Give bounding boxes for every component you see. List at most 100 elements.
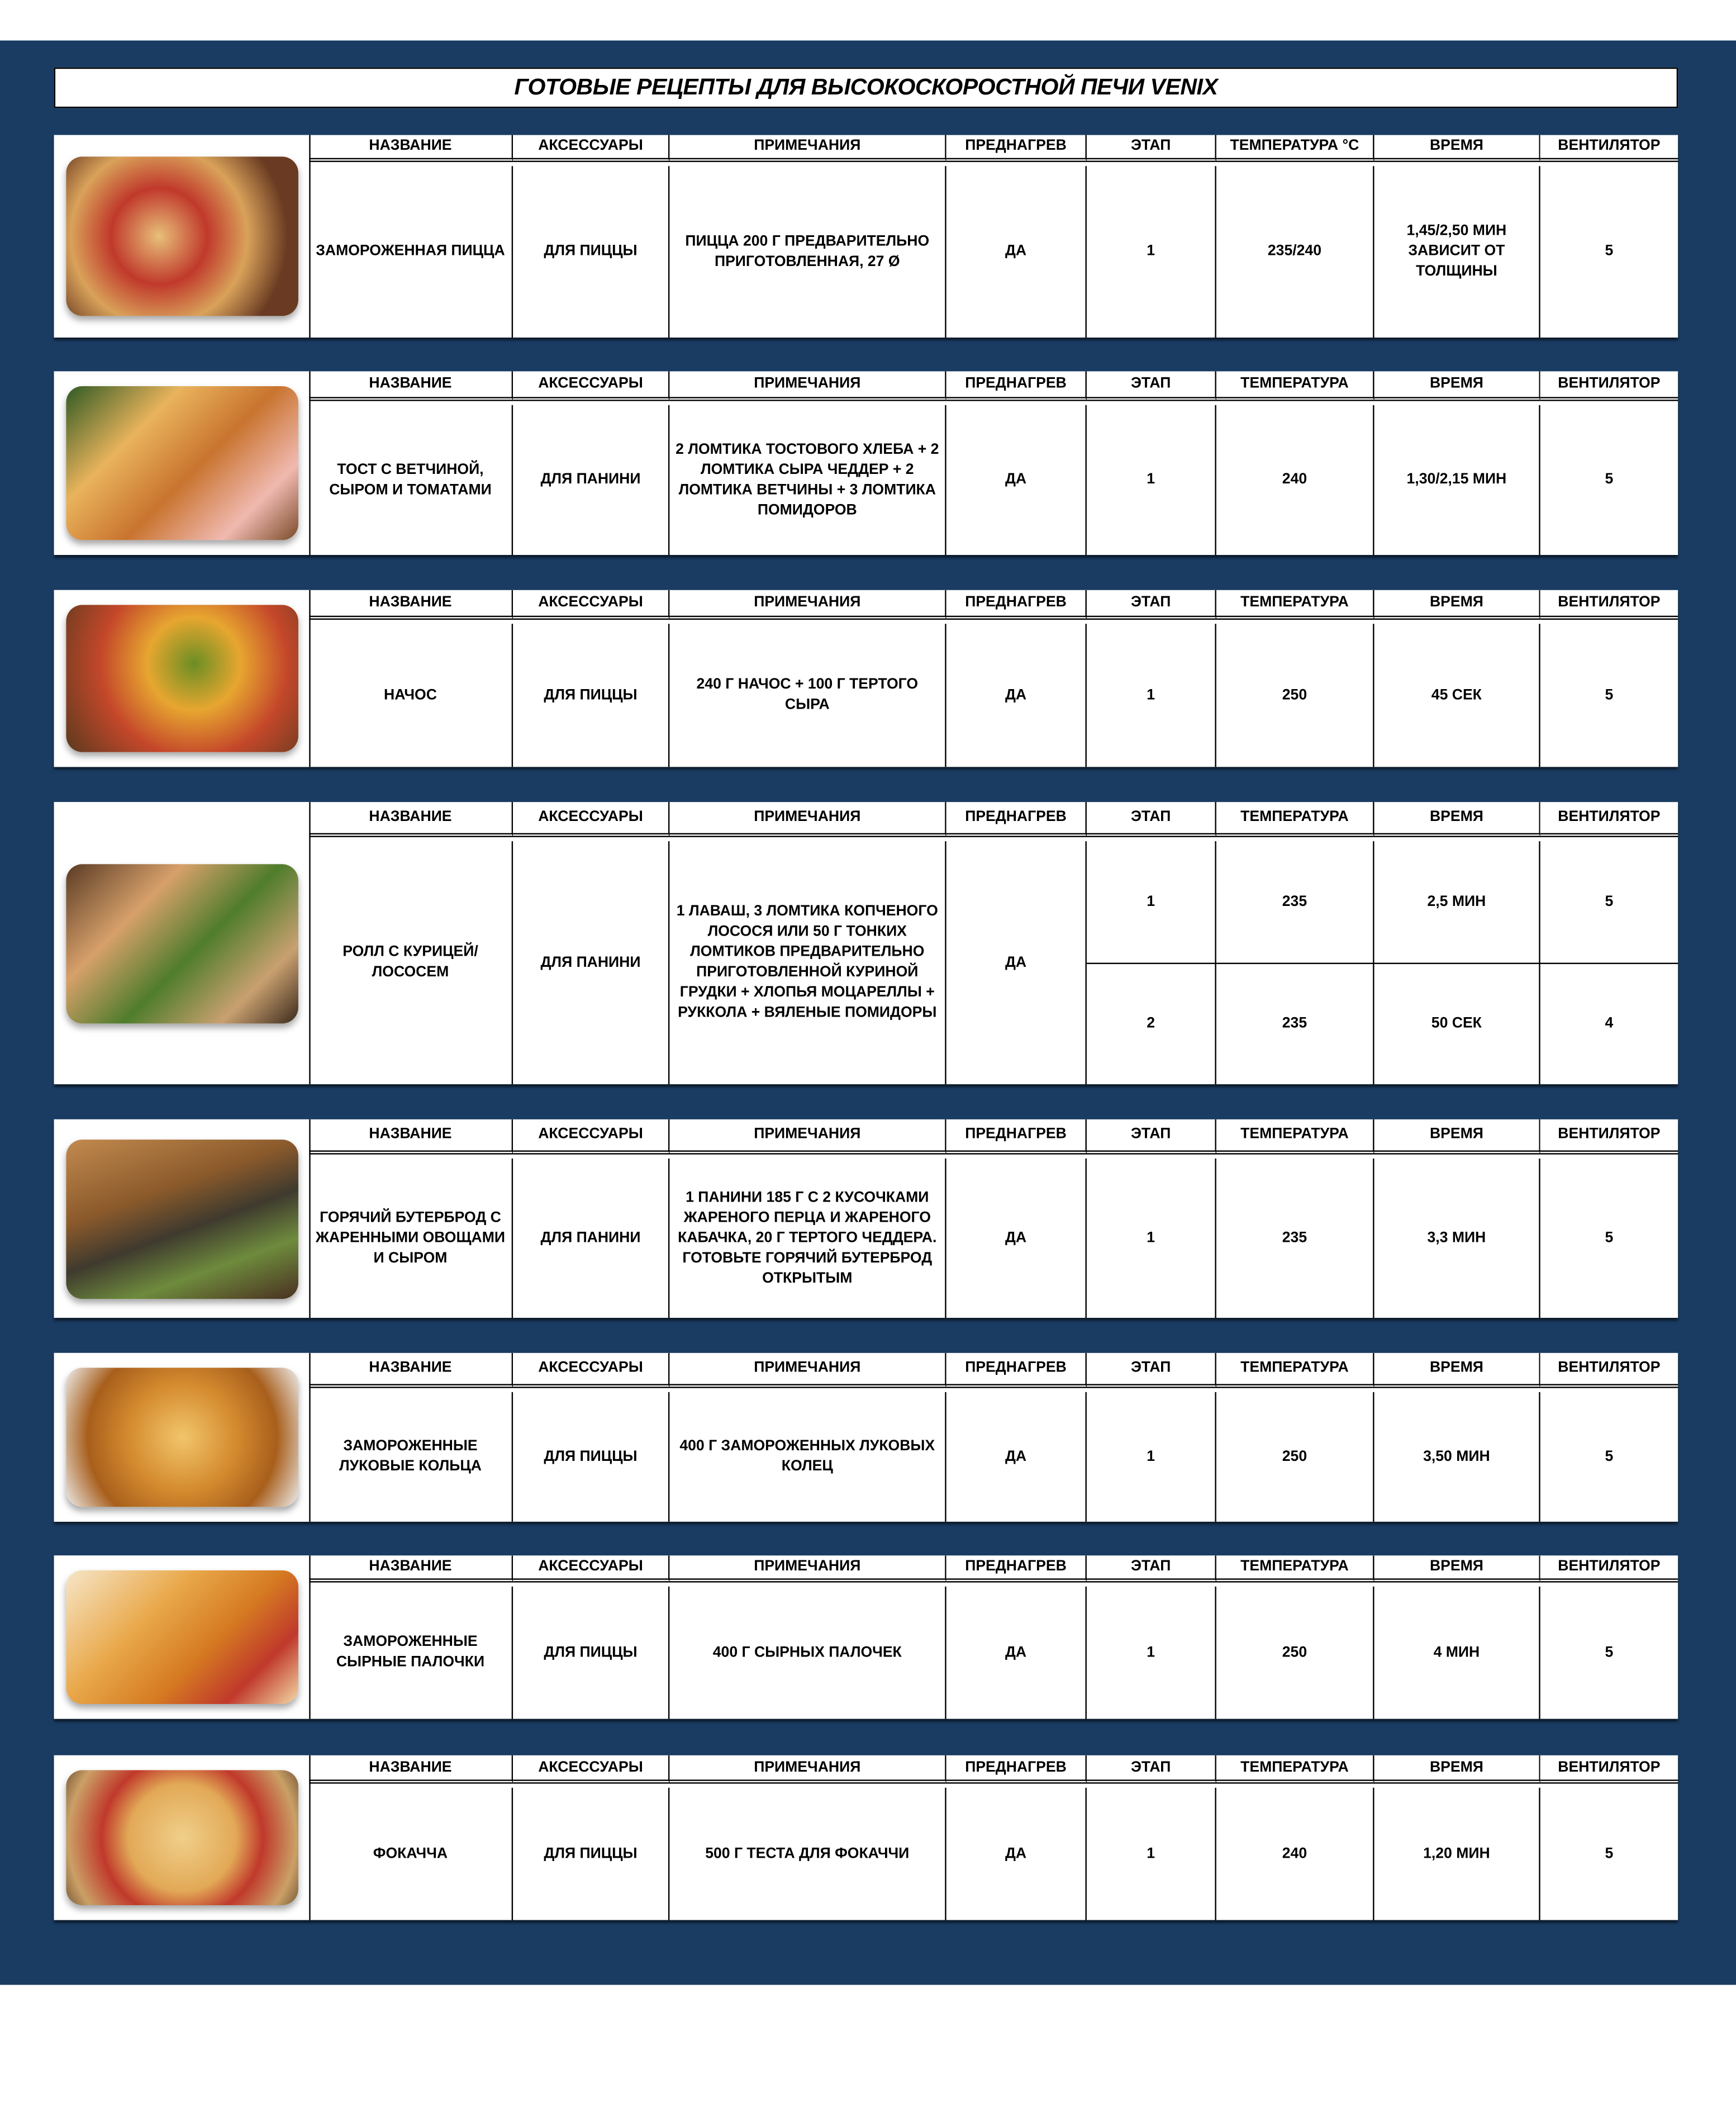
focaccia-photo — [65, 1770, 298, 1906]
recipe-accessory: ДЛЯ ПАНИНИ — [513, 1158, 670, 1318]
recipe-temperature: 240 — [1216, 405, 1374, 555]
recipe-table: НАЗВАНИЕ АКСЕССУАРЫ ПРИМЕЧАНИЯ ПРЕДНАГРЕВ ЭТ… — [54, 1119, 1678, 1318]
recipe-notes: 400 Г ЗАМОРОЖЕННЫХ ЛУКОВЫХ КОЛЕЦ — [669, 1392, 947, 1522]
column-header-name: НАЗВАНИЕ — [309, 590, 513, 620]
column-header-temperature: ТЕМПЕРАТУРА — [1216, 1555, 1374, 1583]
recipe-time: 3,50 МИН — [1374, 1392, 1540, 1522]
column-header-fan: ВЕНТИЛЯТОР — [1540, 802, 1678, 837]
recipe-temperature: 250 — [1216, 1392, 1374, 1522]
recipe-notes: ПИЦЦА 200 Г ПРЕДВАРИТЕЛЬНО ПРИГОТОВЛЕННА… — [669, 166, 947, 338]
recipe-accessory: ДЛЯ ПИЦЦЫ — [513, 1787, 670, 1920]
recipe-fan: 5 — [1605, 686, 1614, 703]
recipe-name: ЗАМОРОЖЕННЫЕ СЫРНЫЕ ПАЛОЧКИ — [309, 1586, 513, 1719]
recipe-preheat: ДА — [947, 841, 1087, 1085]
recipe-stage: 1 — [1087, 1586, 1216, 1719]
column-header-notes: ПРИМЕЧАНИЯ — [669, 590, 947, 620]
column-header-stage: ЭТАП — [1086, 1555, 1216, 1583]
column-header-preheat: ПРЕДНАГРЕВ — [946, 371, 1087, 401]
recipe-name: ФОКАЧЧА — [309, 1787, 513, 1920]
onion-rings-photo — [65, 1368, 298, 1507]
recipe-accessory: ДЛЯ ПАНИНИ — [513, 405, 670, 555]
recipe-fan: 5 — [1605, 1644, 1614, 1660]
column-header-temperature: ТЕМПЕРАТУРА — [1216, 590, 1374, 620]
column-header-time: ВРЕМЯ — [1374, 590, 1540, 620]
column-header-notes: ПРИМЕЧАНИЯ — [669, 1755, 947, 1784]
recipe-preheat: ДА — [947, 166, 1087, 338]
recipe-stage: 1 — [1087, 1158, 1216, 1318]
recipe-table: НАЗВАНИЕ АКСЕССУАРЫ ПРИМЕЧАНИЯ ПРЕДНАГРЕВ ЭТ… — [54, 371, 1678, 555]
recipe-time: 1,30/2,15 МИН — [1374, 405, 1540, 555]
recipe-table: НАЗВАНИЕ АКСЕССУАРЫ ПРИМЕЧАНИЯ ПРЕДНАГРЕВ ЭТ… — [54, 802, 1678, 1085]
recipe-name: ЗАМОРОЖЕННАЯ ПИЦЦА — [309, 166, 513, 338]
recipe-accessory: ДЛЯ ПИЦЦЫ — [513, 1586, 670, 1719]
recipe-image-cell — [54, 1352, 311, 1522]
column-header-time: ВРЕМЯ — [1374, 1352, 1540, 1388]
recipe-table: НАЗВАНИЕ АКСЕССУАРЫ ПРИМЕЧАНИЯ ПРЕДНАГРЕВ ЭТ… — [54, 590, 1678, 767]
ham-cheese-toast-photo — [65, 386, 298, 540]
column-header-name: НАЗВАНИЕ — [309, 1119, 513, 1155]
recipe-name: ЗАМОРОЖЕННЫЕ ЛУКОВЫЕ КОЛЬЦА — [309, 1392, 513, 1522]
column-header-preheat: ПРЕДНАГРЕВ — [946, 802, 1087, 837]
column-header-time: ВРЕМЯ — [1374, 802, 1540, 837]
column-header-stage: ЭТАП — [1086, 802, 1216, 837]
recipe-image-cell — [54, 590, 311, 767]
column-header-stage: ЭТАП — [1086, 1352, 1216, 1388]
column-header-name: НАЗВАНИЕ — [309, 1755, 513, 1784]
column-header-accessory: АКСЕССУАРЫ — [513, 1119, 670, 1155]
recipe-notes: 1 ЛАВАШ, 3 ЛОМТИКА КОПЧЕНОГО ЛОСОСЯ ИЛИ … — [669, 841, 947, 1085]
column-header-stage: ЭТАП — [1086, 135, 1216, 162]
recipe-temperature: 235/240 — [1216, 166, 1374, 338]
column-header-stage: ЭТАП — [1086, 1755, 1216, 1784]
recipe-stage: 1 — [1087, 166, 1216, 338]
recipe-temperature: 235 — [1216, 962, 1374, 1085]
recipe-accessory: ДЛЯ ПИЦЦЫ — [513, 166, 670, 338]
recipe-stage: 1 — [1087, 1392, 1216, 1522]
recipe-image-cell — [54, 371, 311, 555]
recipe-time: 2,5 МИН — [1374, 841, 1540, 963]
recipe-temperature: 240 — [1216, 1787, 1374, 1920]
column-header-preheat: ПРЕДНАГРЕВ — [946, 1755, 1087, 1784]
recipe-table: НАЗВАНИЕ АКСЕССУАРЫ ПРИМЕЧАНИЯ ПРЕДНАГРЕВ ЭТ… — [54, 1352, 1678, 1522]
recipe-stage: 1 — [1087, 841, 1216, 963]
chicken-salmon-roll-photo — [65, 863, 298, 1023]
column-header-temperature: ТЕМПЕРАТУРА °C — [1216, 135, 1374, 162]
column-header-notes: ПРИМЕЧАНИЯ — [669, 1352, 947, 1388]
column-header-notes: ПРИМЕЧАНИЯ — [669, 135, 947, 162]
column-header-preheat: ПРЕДНАГРЕВ — [946, 590, 1087, 620]
hot-vegetable-sandwich-photo — [65, 1138, 298, 1299]
column-header-temperature: ТЕМПЕРАТУРА — [1216, 1352, 1374, 1388]
column-header-time: ВРЕМЯ — [1374, 135, 1540, 162]
column-header-time: ВРЕМЯ — [1374, 1755, 1540, 1784]
column-header-temperature: ТЕМПЕРАТУРА — [1216, 371, 1374, 401]
recipe-fan: 5 — [1605, 1448, 1614, 1465]
recipe-preheat: ДА — [947, 1787, 1087, 1920]
column-header-accessory: АКСЕССУАРЫ — [513, 135, 670, 162]
recipe-notes: 500 Г ТЕСТА ДЛЯ ФОКАЧЧИ — [669, 1787, 947, 1920]
column-header-accessory: АКСЕССУАРЫ — [513, 371, 670, 401]
recipe-image-cell — [54, 1119, 311, 1318]
recipe-fan: 5 — [1605, 893, 1614, 910]
stage-divider — [1086, 962, 1678, 965]
recipe-name: ГОРЯЧИЙ БУТЕРБРОД С ЖАРЕННЫМИ ОВОЩАМИ И … — [309, 1158, 513, 1318]
column-header-time: ВРЕМЯ — [1374, 1555, 1540, 1583]
recipe-stage: 2 — [1087, 962, 1216, 1085]
column-header-temperature: ТЕМПЕРАТУРА — [1216, 1119, 1374, 1155]
column-header-name: НАЗВАНИЕ — [309, 371, 513, 401]
column-header-notes: ПРИМЕЧАНИЯ — [669, 1555, 947, 1583]
recipe-fan: 5 — [1605, 243, 1614, 259]
column-header-fan: ВЕНТИЛЯТОР — [1540, 1755, 1678, 1784]
column-header-fan: ВЕНТИЛЯТОР — [1540, 1555, 1678, 1583]
recipe-time: 3,3 МИН — [1374, 1158, 1540, 1318]
column-header-preheat: ПРЕДНАГРЕВ — [946, 1352, 1087, 1388]
recipe-time: 1,20 МИН — [1374, 1787, 1540, 1920]
recipe-name: ТОСТ С ВЕТЧИНОЙ, СЫРОМ И ТОМАТАМИ — [309, 405, 513, 555]
recipe-notes: 2 ЛОМТИКА ТОСТОВОГО ХЛЕБА + 2 ЛОМТИКА СЫ… — [669, 405, 947, 555]
column-header-fan: ВЕНТИЛЯТОР — [1540, 1353, 1678, 1388]
recipe-stage: 1 — [1087, 624, 1216, 767]
recipe-time: 4 МИН — [1374, 1586, 1540, 1719]
column-header-preheat: ПРЕДНАГРЕВ — [946, 135, 1087, 162]
column-header-stage: ЭТАП — [1086, 590, 1216, 620]
recipe-preheat: ДА — [947, 1392, 1087, 1522]
recipe-temperature: 250 — [1216, 1586, 1374, 1719]
column-header-accessory: АКСЕССУАРЫ — [513, 802, 670, 837]
